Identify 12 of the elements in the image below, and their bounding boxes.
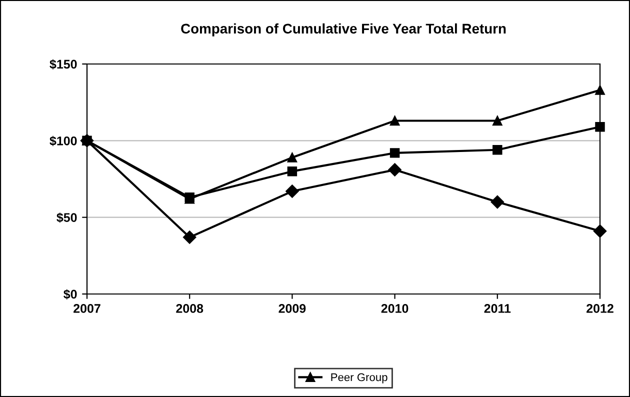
x-tick-label: 2011 bbox=[484, 304, 511, 313]
y-tick-label: $150 bbox=[50, 59, 77, 70]
x-tick-label: 2007 bbox=[74, 304, 100, 313]
chart-title: Comparison of Cumulative Five Year Total Return bbox=[181, 23, 506, 36]
y-tick-label: $100 bbox=[50, 136, 77, 146]
legend-label: Peer Group bbox=[331, 373, 388, 384]
x-tick-label: 2009 bbox=[278, 304, 306, 313]
x-tick-label: 2012 bbox=[586, 304, 614, 313]
y-tick-label: $0 bbox=[64, 289, 77, 300]
x-tick-label: 2008 bbox=[176, 304, 204, 313]
y-tick-label: $50 bbox=[56, 212, 77, 223]
x-tick-label: 2010 bbox=[381, 304, 408, 313]
